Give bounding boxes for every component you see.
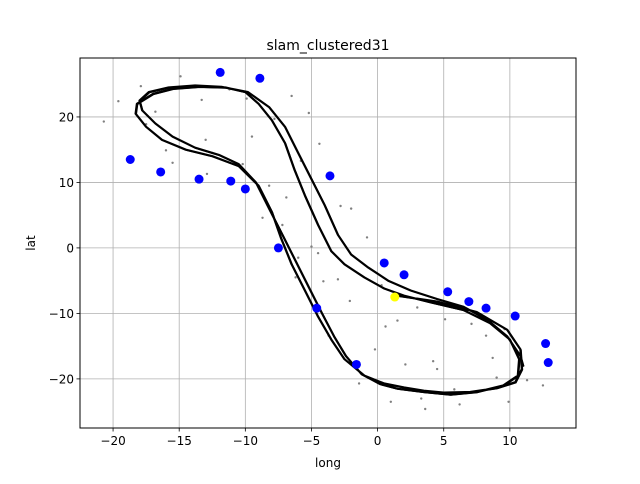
- current-pose-marker: [390, 292, 400, 302]
- trajectory: [134, 84, 525, 396]
- raw-point: [245, 97, 248, 100]
- grid: [80, 58, 576, 428]
- raw-point: [396, 319, 399, 322]
- raw-point: [458, 403, 461, 406]
- raw-point: [416, 306, 419, 309]
- raw-point: [453, 388, 456, 391]
- landmark-point: [255, 73, 265, 83]
- landmark-point: [156, 167, 166, 177]
- raw-point: [420, 397, 423, 400]
- raw-point: [154, 110, 157, 113]
- landmark-point: [351, 359, 361, 369]
- x-tick-label: −20: [100, 434, 125, 448]
- raw-point: [310, 245, 313, 248]
- y-tick-label: 0: [66, 241, 74, 255]
- raw-point: [241, 162, 244, 166]
- raw-point: [435, 367, 439, 371]
- raw-point: [470, 322, 473, 326]
- landmark-point: [240, 184, 250, 194]
- y-tick-label: −20: [49, 372, 74, 386]
- y-tick-label: −10: [49, 307, 74, 321]
- landmark-point: [215, 67, 225, 77]
- raw-point: [204, 138, 207, 142]
- x-tick-label: 5: [440, 434, 448, 448]
- landmarks: [125, 67, 553, 369]
- raw-point: [424, 407, 427, 411]
- raw-point: [339, 204, 342, 208]
- landmark-point: [194, 174, 204, 184]
- raw-point: [491, 356, 494, 360]
- raw-point: [139, 84, 143, 88]
- landmark-point: [510, 311, 520, 321]
- raw-point: [250, 135, 254, 138]
- raw-point: [389, 400, 393, 404]
- raw-point: [102, 120, 106, 123]
- raw-point: [281, 223, 284, 227]
- landmark-point: [481, 303, 491, 313]
- plot-frame: [79, 57, 577, 429]
- raw-point: [541, 384, 545, 387]
- landmark-point: [125, 155, 135, 165]
- landmark-point: [543, 358, 553, 368]
- raw-point: [205, 172, 209, 176]
- raw-point: [297, 256, 300, 259]
- raw-point: [349, 207, 353, 210]
- raw-point: [294, 276, 297, 279]
- y-tick-label: 10: [59, 176, 74, 190]
- y-tick-label: 20: [59, 110, 74, 124]
- raw-point: [365, 236, 369, 239]
- raw-point: [267, 184, 271, 187]
- raw-point: [179, 75, 182, 78]
- raw-point: [307, 111, 311, 115]
- x-tick-label: 0: [374, 434, 382, 448]
- raw-point: [318, 142, 321, 145]
- x-tick-label: −15: [167, 434, 192, 448]
- raw-point: [290, 94, 293, 98]
- raw-point: [273, 117, 276, 121]
- raw-point: [357, 382, 361, 385]
- raw-point: [285, 196, 288, 199]
- landmark-point: [312, 303, 322, 313]
- raw-point: [431, 360, 435, 363]
- raw-point: [404, 363, 407, 366]
- landmark-point: [379, 258, 389, 268]
- raw-point: [373, 348, 377, 351]
- landmark-point: [273, 243, 283, 253]
- x-axis-ticks: −20 −15 −10 −5 0 5 10: [100, 428, 518, 448]
- raw-point: [525, 378, 529, 382]
- landmark-point: [464, 297, 474, 307]
- trajectory-line-2: [135, 85, 525, 396]
- x-tick-label: 10: [502, 434, 517, 448]
- current-pose: [390, 292, 400, 302]
- raw-point: [443, 318, 447, 321]
- raw-point: [316, 251, 320, 255]
- y-axis-label: lat: [24, 235, 38, 251]
- raw-point: [171, 161, 174, 164]
- x-tick-label: −5: [303, 434, 321, 448]
- raw-point: [322, 280, 325, 283]
- raw-point: [495, 376, 498, 379]
- chart-title: slam_clustered31: [266, 38, 389, 54]
- x-tick-label: −10: [233, 434, 258, 448]
- raw-point: [164, 149, 168, 152]
- raw-point: [348, 299, 352, 303]
- landmark-point: [325, 171, 335, 181]
- landmark-point: [226, 176, 236, 186]
- raw-point: [336, 278, 340, 281]
- raw-point: [507, 400, 510, 404]
- raw-point: [261, 216, 264, 219]
- landmark-point: [443, 287, 453, 297]
- raw-point: [117, 100, 120, 103]
- raw-point: [484, 334, 488, 337]
- x-axis-label: long: [315, 456, 341, 470]
- raw-point: [200, 98, 203, 102]
- landmark-point: [399, 270, 409, 280]
- raw-point: [384, 325, 387, 328]
- landmark-point: [541, 339, 551, 349]
- y-axis-ticks: −20 −10 0 10 20: [49, 110, 80, 386]
